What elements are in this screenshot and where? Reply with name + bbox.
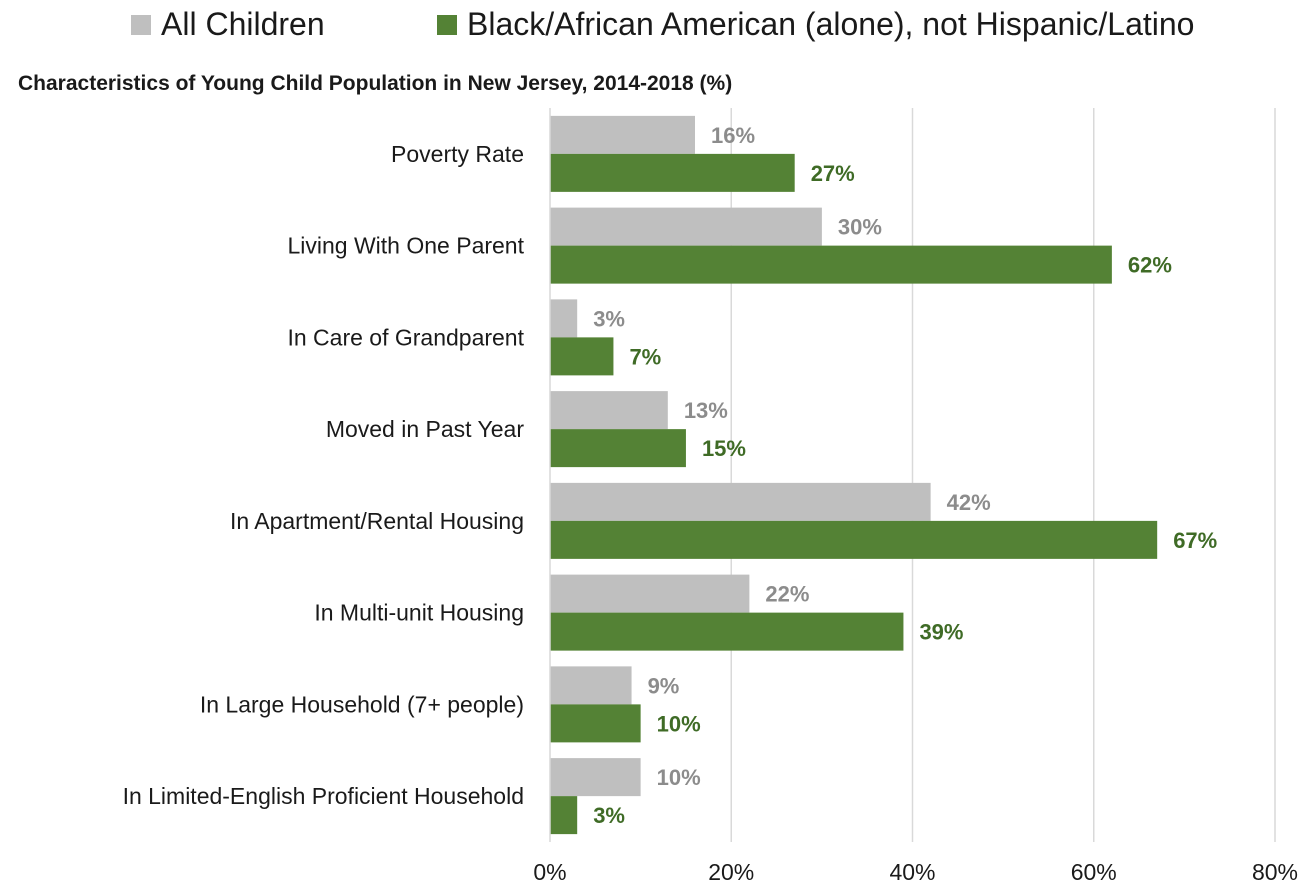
data-label-all-children-1: 30%	[838, 215, 882, 240]
data-label-all-children-6: 9%	[648, 673, 680, 698]
bar-all-children-3	[550, 391, 668, 430]
data-label-black-african-american-2: 7%	[629, 344, 661, 369]
bar-black-african-american-7	[550, 796, 578, 835]
legend-label-black-african-american: Black/African American (alone), not Hisp…	[467, 6, 1195, 42]
bar-all-children-4	[550, 482, 931, 521]
data-label-black-african-american-4: 67%	[1173, 528, 1217, 553]
data-label-all-children-3: 13%	[684, 398, 728, 423]
data-label-black-african-american-7: 3%	[593, 803, 625, 828]
bar-black-african-american-6	[550, 704, 641, 743]
bar-black-african-american-0	[550, 153, 795, 192]
bar-all-children-2	[550, 299, 578, 338]
category-label-7: In Limited-English Proficient Household	[123, 783, 524, 809]
data-label-black-african-american-3: 15%	[702, 436, 746, 461]
category-label-6: In Large Household (7+ people)	[200, 691, 524, 717]
legend-item-all-children: All Children	[131, 6, 325, 43]
bar-all-children-7	[550, 758, 641, 797]
data-label-black-african-american-5: 39%	[919, 620, 963, 645]
chart-legend: All Children Black/African American (alo…	[0, 6, 1304, 52]
bar-black-african-american-3	[550, 429, 686, 468]
bar-all-children-1	[550, 207, 822, 246]
category-label-2: In Care of Grandparent	[287, 324, 524, 350]
bar-all-children-0	[550, 115, 695, 154]
data-label-black-african-american-0: 27%	[811, 161, 855, 186]
legend-label-all-children: All Children	[161, 6, 325, 42]
data-label-all-children-4: 42%	[947, 490, 991, 515]
category-label-5: In Multi-unit Housing	[314, 600, 524, 626]
data-label-black-african-american-1: 62%	[1128, 253, 1172, 278]
data-label-all-children-2: 3%	[593, 306, 625, 331]
legend-swatch-black-african-american	[437, 14, 457, 35]
bar-all-children-5	[550, 574, 750, 613]
data-label-all-children-0: 16%	[711, 123, 755, 148]
x-tick-label-40: 40%	[889, 859, 935, 885]
legend-item-black-african-american: Black/African American (alone), not Hisp…	[437, 6, 1194, 43]
x-tick-label-60: 60%	[1071, 859, 1117, 885]
x-tick-label-20: 20%	[708, 859, 754, 885]
category-label-3: Moved in Past Year	[326, 416, 525, 442]
legend-swatch-all-children	[131, 14, 151, 35]
category-label-4: In Apartment/Rental Housing	[230, 508, 524, 534]
bar-all-children-6	[550, 666, 632, 705]
bar-black-african-american-5	[550, 612, 904, 651]
x-tick-label-80: 80%	[1252, 859, 1298, 885]
category-label-1: Living With One Parent	[287, 233, 524, 259]
bar-black-african-american-2	[550, 337, 614, 376]
data-label-black-african-american-6: 10%	[657, 711, 701, 736]
bar-black-african-american-4	[550, 520, 1158, 559]
chart-title: Characteristics of Young Child Populatio…	[18, 72, 733, 95]
data-label-all-children-7: 10%	[657, 765, 701, 790]
x-tick-label-0: 0%	[533, 859, 566, 885]
category-label-0: Poverty Rate	[391, 141, 524, 167]
data-label-all-children-5: 22%	[765, 582, 809, 607]
bar-black-african-american-1	[550, 245, 1112, 284]
